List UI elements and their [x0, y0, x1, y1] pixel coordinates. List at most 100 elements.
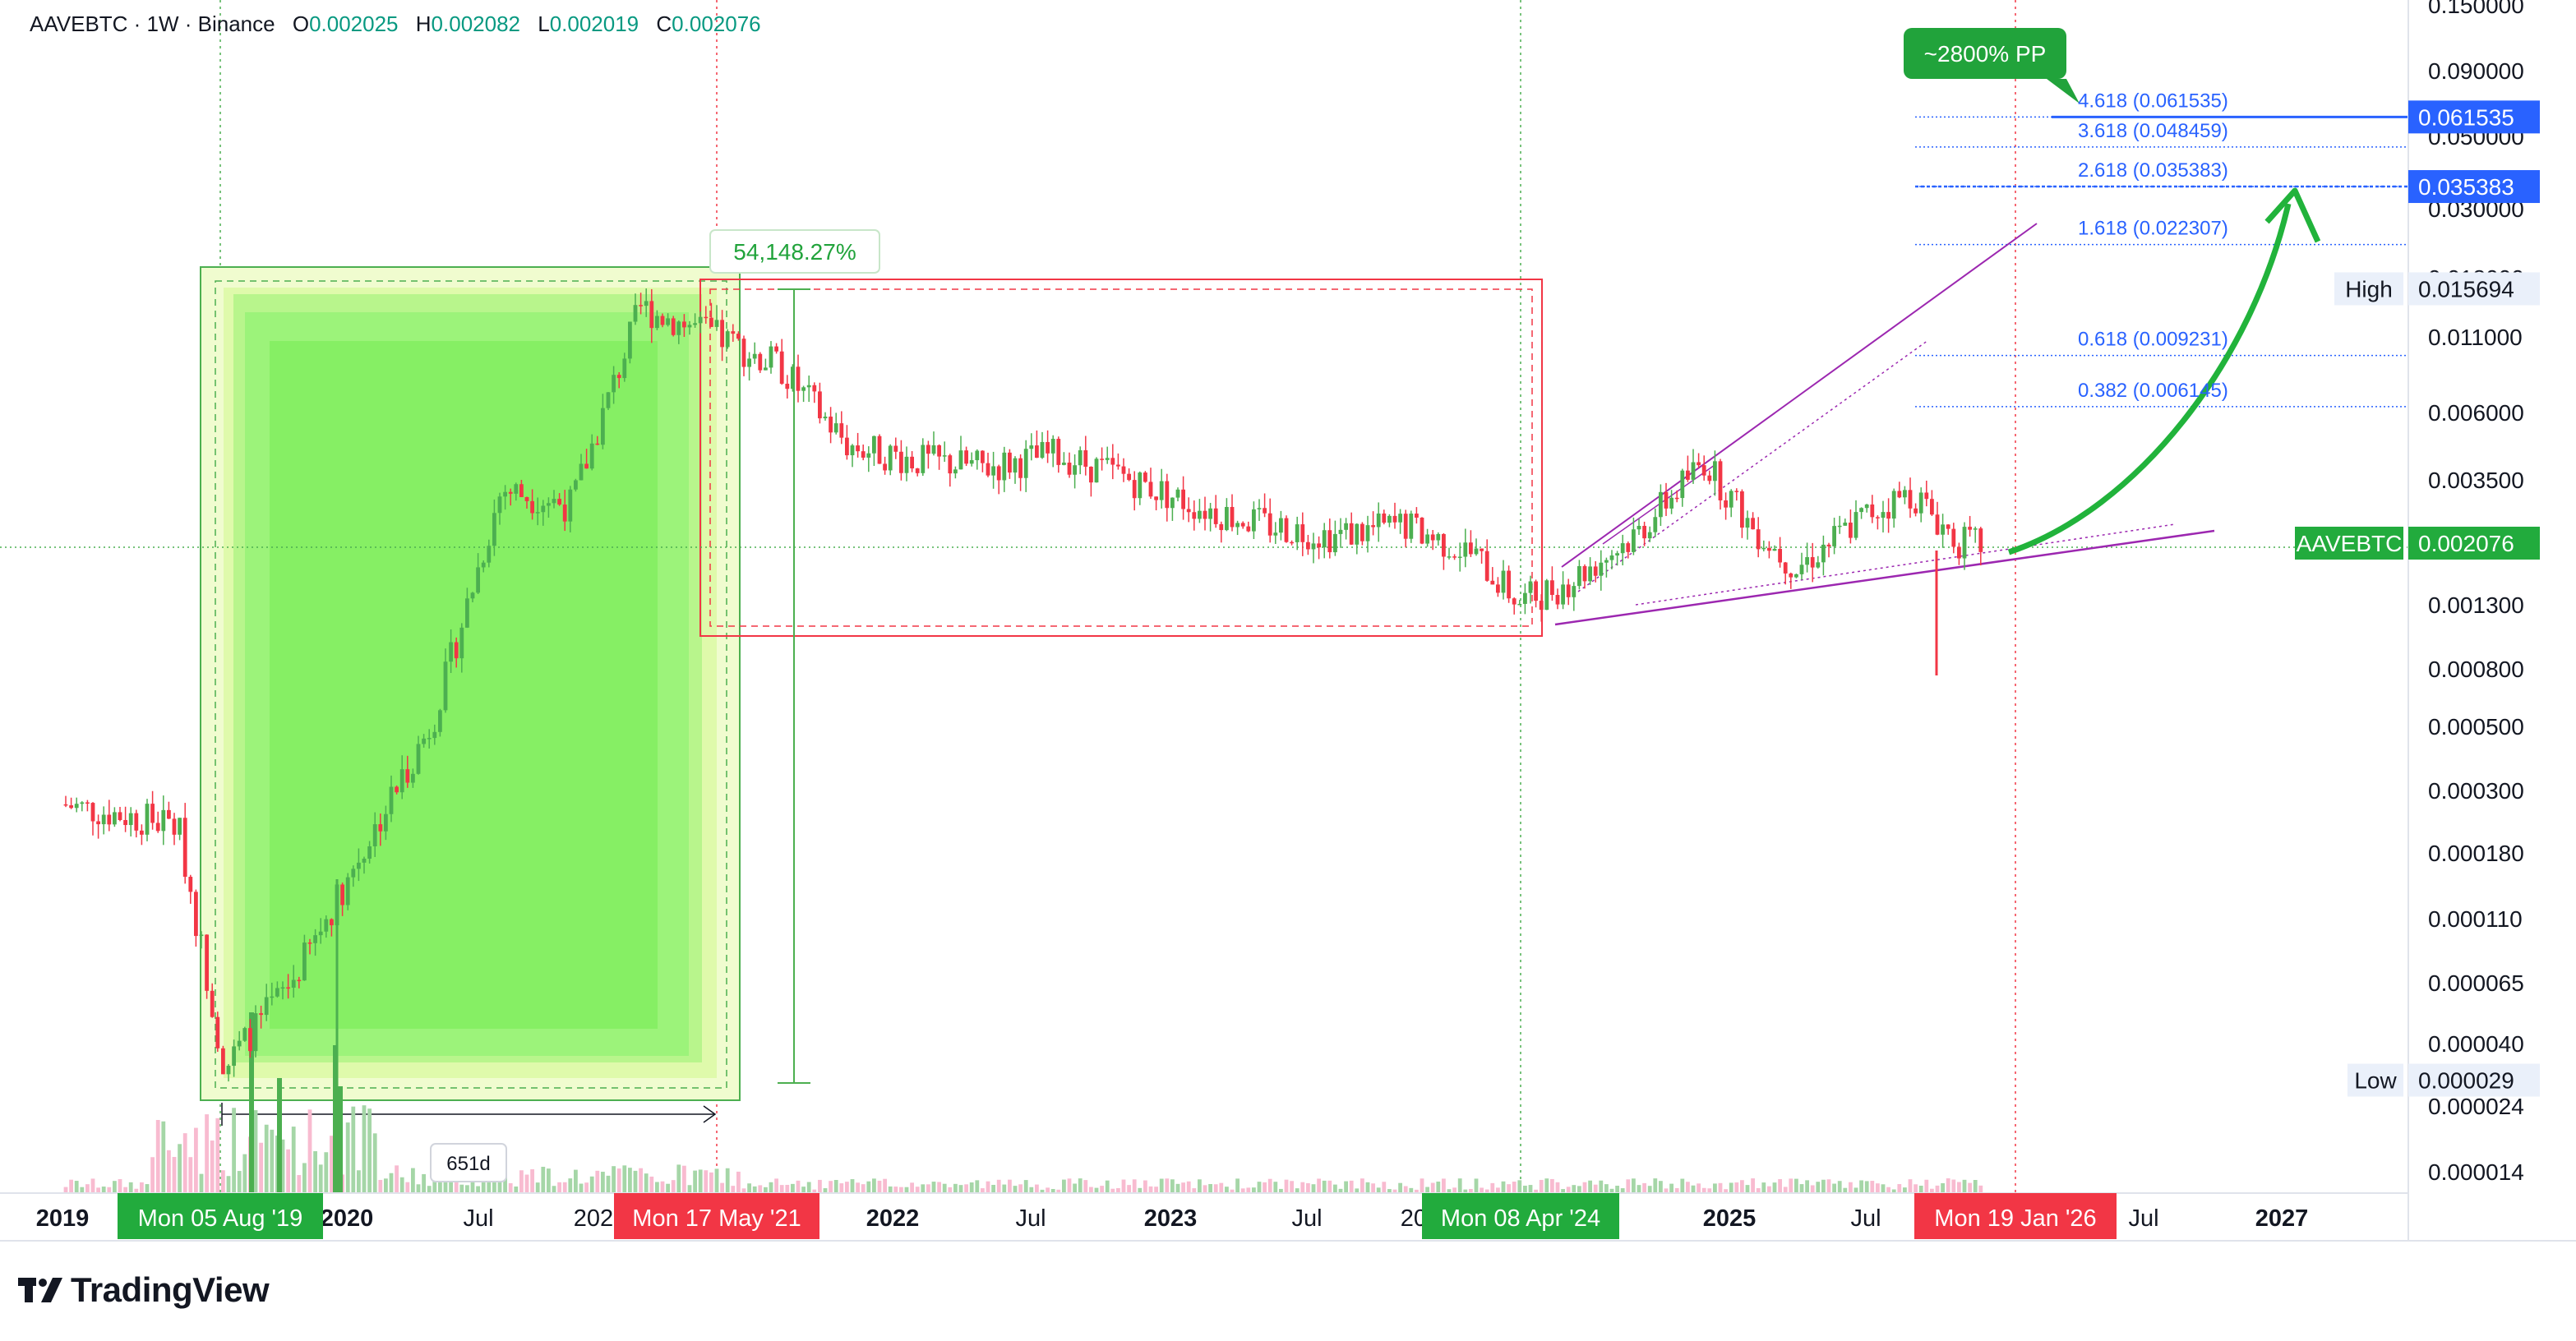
- volume-bar: [338, 1086, 343, 1193]
- volume-bar: [405, 1182, 410, 1193]
- candle: [1252, 501, 1256, 540]
- volume-bar: [628, 1168, 632, 1193]
- volume-bar: [1029, 1187, 1034, 1193]
- candle: [1050, 435, 1055, 468]
- volume-bar: [476, 1186, 480, 1193]
- volume-bar: [324, 1152, 329, 1193]
- candle: [286, 974, 290, 999]
- price-axis[interactable]: 0.1500000.0900000.0500000.0300000.018000…: [2295, 0, 2576, 1241]
- volume-bar: [1186, 1181, 1191, 1193]
- candle: [1062, 452, 1066, 466]
- candle: [427, 729, 432, 749]
- volume-bar: [1230, 1189, 1235, 1193]
- candle: [118, 806, 122, 822]
- candle: [1078, 446, 1083, 475]
- candle: [514, 482, 519, 501]
- volume-bar: [357, 1170, 361, 1193]
- volume-bar: [926, 1184, 930, 1193]
- candle: [1588, 557, 1592, 585]
- volume-bar: [1295, 1188, 1300, 1193]
- date-marker[interactable]: Mon 17 May '21: [614, 1193, 819, 1239]
- volume-bar: [660, 1181, 665, 1193]
- symbol-header: AAVEBTC · 1W · Binance O0.002025 H0.0020…: [30, 12, 761, 37]
- volume-bar: [90, 1178, 95, 1193]
- volume-bar: [1566, 1187, 1571, 1193]
- candle: [714, 305, 719, 331]
- volume-bar: [1409, 1187, 1414, 1193]
- candle: [1100, 447, 1104, 471]
- candle: [1957, 542, 1961, 565]
- volume-bar: [167, 1150, 171, 1193]
- candle: [128, 807, 133, 836]
- red-zone[interactable]: [699, 279, 1543, 637]
- green-zone[interactable]: [200, 266, 741, 1101]
- date-marker[interactable]: Mon 19 Jan '26: [1914, 1193, 2117, 1239]
- candle: [1154, 496, 1158, 511]
- pp-label: ~2800% PP: [1924, 41, 2047, 67]
- candle: [69, 797, 73, 809]
- candle: [161, 795, 166, 846]
- candle: [633, 293, 638, 325]
- candle: [1333, 520, 1337, 556]
- volume-bar: [1642, 1182, 1646, 1193]
- candle: [829, 407, 833, 444]
- candle: [324, 915, 329, 938]
- volume-bar: [1213, 1184, 1218, 1193]
- candle: [1457, 542, 1462, 572]
- candle: [1425, 528, 1429, 547]
- candle: [242, 1026, 247, 1042]
- volume-bar: [1246, 1187, 1251, 1193]
- pp-callout[interactable]: ~2800% PP: [1904, 28, 2080, 104]
- candle: [1035, 430, 1039, 459]
- volume-bar: [1724, 1189, 1728, 1193]
- volume-bar: [1121, 1179, 1126, 1193]
- volume-bar: [389, 1173, 394, 1193]
- price-label: 0.061535: [2408, 100, 2540, 134]
- y-tick-label: 0.000300: [2428, 778, 2524, 804]
- candle: [1300, 512, 1305, 556]
- tradingview-logo[interactable]: TradingView: [18, 1270, 270, 1310]
- date-marker[interactable]: Mon 08 Apr '24: [1422, 1193, 1619, 1239]
- candle: [1317, 536, 1321, 560]
- candle: [1609, 550, 1614, 569]
- candle: [74, 797, 79, 813]
- candle: [416, 735, 421, 775]
- price-label-tag: Low: [2354, 1068, 2397, 1094]
- volume-bar: [996, 1179, 1001, 1193]
- volume-bar: [264, 1124, 269, 1193]
- date-marker[interactable]: Mon 05 Aug '19: [118, 1193, 323, 1239]
- candle: [709, 302, 713, 327]
- volume-bar: [785, 1184, 790, 1193]
- candle: [1159, 468, 1164, 509]
- fib-lines: [1915, 115, 2408, 408]
- candle: [910, 451, 914, 472]
- time-axis[interactable]: 20192020Jul20212022Jul2023Jul20242025Jul…: [0, 1192, 2576, 1242]
- projection-arrow[interactable]: [2007, 187, 2321, 555]
- volume-bar: [378, 1179, 383, 1193]
- candle: [758, 352, 763, 373]
- volume-bar: [1382, 1182, 1387, 1193]
- volume-bar: [422, 1173, 426, 1193]
- volume-bar: [1073, 1183, 1077, 1193]
- volume-bar: [888, 1186, 893, 1193]
- volume-bar: [981, 1188, 985, 1193]
- y-tick-label: 0.003500: [2428, 468, 2524, 493]
- candle: [395, 785, 399, 795]
- y-tick-label: 0.000065: [2428, 970, 2524, 996]
- candle: [1903, 486, 1907, 505]
- volume-bar: [1110, 1188, 1115, 1193]
- volume-bar: [80, 1187, 85, 1193]
- volume-bar: [291, 1127, 296, 1193]
- volume-bar: [1507, 1184, 1511, 1193]
- volume-bar: [497, 1173, 502, 1193]
- volume-bar: [1062, 1179, 1066, 1193]
- volume-bar: [1772, 1182, 1777, 1193]
- volume-bar: [454, 1173, 459, 1193]
- volume-bar: [1306, 1182, 1310, 1193]
- volume-bar: [1300, 1182, 1305, 1193]
- volume-bar: [823, 1188, 828, 1193]
- candle: [698, 311, 703, 334]
- volume-bar: [1832, 1183, 1836, 1193]
- volume-bar: [1208, 1183, 1212, 1193]
